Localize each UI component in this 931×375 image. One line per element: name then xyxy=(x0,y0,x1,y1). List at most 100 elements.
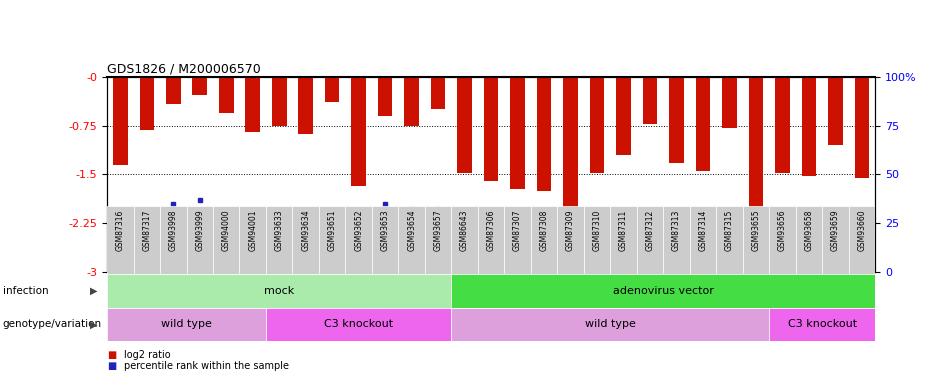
Bar xyxy=(452,206,478,274)
Bar xyxy=(663,206,690,274)
Text: GSM93998: GSM93998 xyxy=(169,210,178,251)
Text: GSM94000: GSM94000 xyxy=(222,210,231,251)
Text: GSM87315: GSM87315 xyxy=(725,210,734,251)
Bar xyxy=(299,77,313,134)
Bar xyxy=(113,77,128,165)
Text: wild type: wild type xyxy=(161,320,212,329)
Text: GSM93656: GSM93656 xyxy=(778,210,787,251)
Text: GSM93653: GSM93653 xyxy=(381,210,390,251)
Text: GSM93999: GSM93999 xyxy=(196,210,204,251)
Bar xyxy=(319,206,345,274)
Text: GSM87312: GSM87312 xyxy=(645,210,654,251)
Text: GSM87317: GSM87317 xyxy=(142,210,152,251)
Text: GSM87311: GSM87311 xyxy=(619,210,628,251)
Bar xyxy=(266,206,292,274)
Bar xyxy=(166,77,181,104)
Bar xyxy=(829,77,843,145)
Bar xyxy=(749,77,763,221)
Bar xyxy=(431,77,445,110)
Text: ■: ■ xyxy=(107,361,116,371)
Bar xyxy=(855,77,870,178)
Bar xyxy=(563,77,578,225)
Text: log2 ratio: log2 ratio xyxy=(124,350,170,360)
Text: GSM93660: GSM93660 xyxy=(857,210,867,251)
Bar xyxy=(537,77,551,190)
Text: GSM86643: GSM86643 xyxy=(460,210,469,251)
Bar xyxy=(193,77,207,95)
Bar xyxy=(213,206,239,274)
Bar xyxy=(351,77,366,186)
Bar xyxy=(345,206,371,274)
Text: GSM87309: GSM87309 xyxy=(566,210,575,251)
Text: percentile rank within the sample: percentile rank within the sample xyxy=(124,361,289,371)
Bar xyxy=(690,206,716,274)
Bar xyxy=(107,206,133,274)
Bar xyxy=(107,308,266,341)
Bar xyxy=(802,77,816,176)
Bar xyxy=(404,77,419,126)
Text: ▶: ▶ xyxy=(90,286,98,296)
Bar xyxy=(239,206,266,274)
Bar xyxy=(452,274,875,308)
Text: C3 knockout: C3 knockout xyxy=(324,320,393,329)
Bar xyxy=(637,206,663,274)
Bar xyxy=(531,206,558,274)
Bar xyxy=(722,77,736,128)
Bar xyxy=(425,206,452,274)
Bar xyxy=(822,206,849,274)
Bar xyxy=(140,77,154,130)
Bar xyxy=(589,77,604,173)
Text: ▶: ▶ xyxy=(90,320,98,329)
Text: GSM93655: GSM93655 xyxy=(751,210,761,251)
Bar xyxy=(849,206,875,274)
Text: ■: ■ xyxy=(107,350,116,360)
Bar xyxy=(378,77,393,116)
Bar xyxy=(292,206,319,274)
Text: GSM93658: GSM93658 xyxy=(804,210,814,251)
Bar xyxy=(716,206,743,274)
Bar xyxy=(186,206,213,274)
Bar xyxy=(669,77,683,163)
Text: GSM87313: GSM87313 xyxy=(672,210,681,251)
Text: GSM93651: GSM93651 xyxy=(328,210,337,251)
Bar xyxy=(776,77,789,173)
Text: wild type: wild type xyxy=(585,320,636,329)
Text: GSM93652: GSM93652 xyxy=(354,210,363,251)
Text: GSM94001: GSM94001 xyxy=(249,210,257,251)
Text: GSM87306: GSM87306 xyxy=(487,210,495,251)
Bar xyxy=(272,77,287,126)
Bar xyxy=(616,77,631,155)
Bar xyxy=(510,77,525,189)
Bar xyxy=(558,206,584,274)
Bar xyxy=(452,308,769,341)
Bar xyxy=(246,77,260,132)
Text: mock: mock xyxy=(264,286,294,296)
Text: C3 knockout: C3 knockout xyxy=(788,320,857,329)
Bar xyxy=(611,206,637,274)
Bar xyxy=(642,77,657,124)
Text: GSM87310: GSM87310 xyxy=(592,210,601,251)
Bar xyxy=(160,206,186,274)
Bar xyxy=(325,77,340,102)
Text: infection: infection xyxy=(3,286,48,296)
Bar xyxy=(107,274,452,308)
Bar xyxy=(796,206,822,274)
Bar xyxy=(769,206,796,274)
Text: GSM87308: GSM87308 xyxy=(540,210,548,251)
Bar xyxy=(505,206,531,274)
Text: GSM93634: GSM93634 xyxy=(302,210,310,251)
Text: GSM93657: GSM93657 xyxy=(434,210,442,251)
Bar xyxy=(484,77,498,181)
Bar xyxy=(695,77,710,171)
Text: adenovirus vector: adenovirus vector xyxy=(613,286,714,296)
Text: GSM87316: GSM87316 xyxy=(115,210,125,251)
Text: GSM87307: GSM87307 xyxy=(513,210,522,251)
Text: GDS1826 / M200006570: GDS1826 / M200006570 xyxy=(107,63,261,76)
Text: GSM93659: GSM93659 xyxy=(830,210,840,251)
Bar xyxy=(478,206,505,274)
Bar xyxy=(219,77,234,112)
Bar xyxy=(371,206,398,274)
Bar xyxy=(743,206,769,274)
Bar xyxy=(398,206,425,274)
Bar xyxy=(769,308,875,341)
